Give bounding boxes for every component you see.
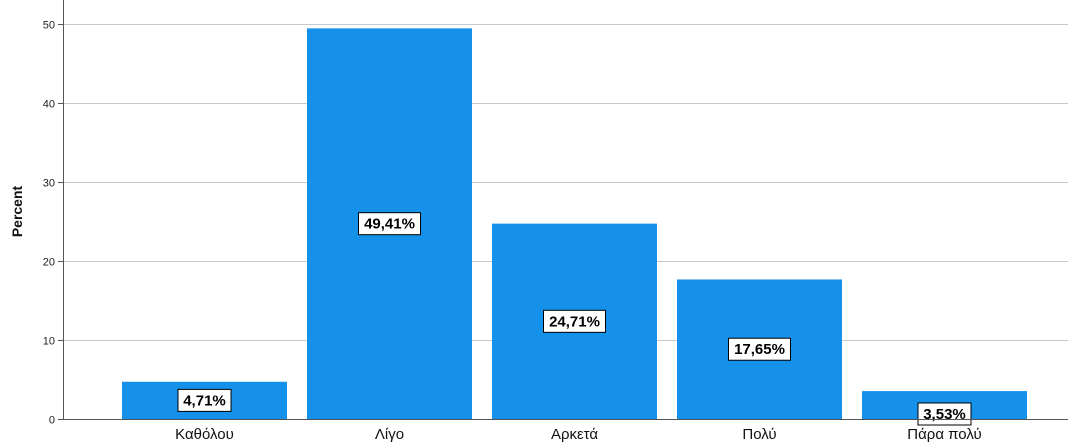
data-label-text: 3,53% xyxy=(923,406,966,423)
data-label-text: 4,71% xyxy=(183,392,226,409)
data-label: 24,71% xyxy=(543,309,606,333)
x-category-label: Πολύ xyxy=(742,426,776,443)
x-category-label: Αρκετά xyxy=(551,426,598,443)
y-tick-label: 50 xyxy=(43,20,55,32)
data-label-box xyxy=(358,212,421,236)
y-axis-ticks: 0 10 20 30 40 50 xyxy=(43,20,63,427)
data-label: 49,41% xyxy=(358,212,421,236)
x-axis-categories: Καθόλου Λίγο Αρκετά Πολύ Πάρα πολύ xyxy=(175,426,982,443)
data-label-text: 49,41% xyxy=(364,216,415,233)
data-label-box xyxy=(177,388,232,412)
y-tick-label: 20 xyxy=(43,257,55,269)
x-category-label: Λίγο xyxy=(375,426,404,443)
data-label: 3,53% xyxy=(917,402,972,426)
data-label-text: 17,65% xyxy=(734,341,785,358)
y-tick-label: 10 xyxy=(43,336,55,348)
bars xyxy=(122,28,1027,420)
data-label: 4,71% xyxy=(177,388,232,412)
y-tick-label: 30 xyxy=(43,178,55,190)
gridlines xyxy=(63,24,1068,341)
y-tick-label: 0 xyxy=(49,415,55,427)
y-axis-title: Percent xyxy=(9,185,25,237)
data-label-text: 24,71% xyxy=(549,313,600,330)
data-label: 17,65% xyxy=(728,337,791,361)
y-tick-label: 40 xyxy=(43,99,55,111)
x-category-label: Πάρα πολύ xyxy=(907,426,981,443)
data-label-box xyxy=(543,309,606,333)
data-label-box xyxy=(728,337,791,361)
x-category-label: Καθόλου xyxy=(175,426,234,443)
